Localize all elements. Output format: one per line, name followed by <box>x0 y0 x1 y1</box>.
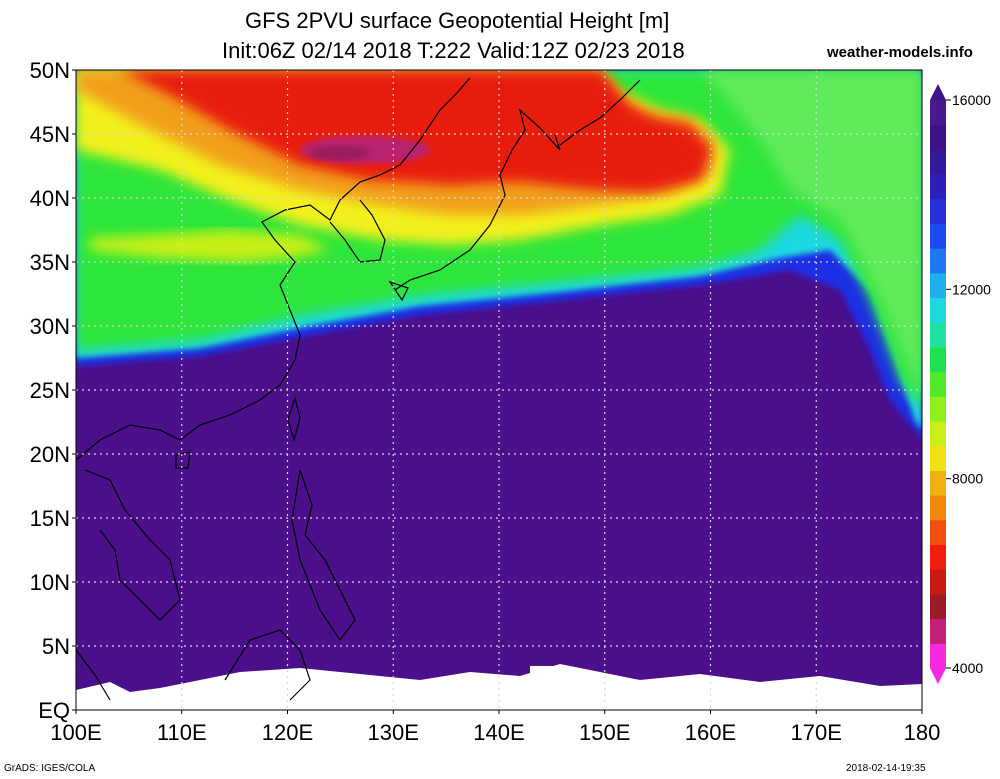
coast-kurils <box>559 79 641 146</box>
lat-label: 15N <box>30 506 70 531</box>
colorbar-swatch <box>930 124 946 150</box>
colorbar-swatch <box>930 198 946 224</box>
colorbar-swatch <box>930 421 946 447</box>
coast-kyushu <box>388 280 409 302</box>
lat-label: EQ <box>38 698 70 723</box>
lon-label: 130E <box>368 720 419 745</box>
colorbar-label: 16000 <box>952 92 991 108</box>
colorbar-swatch <box>930 445 946 471</box>
colorbar-label: 8000 <box>952 471 983 487</box>
lat-label: 40N <box>30 186 70 211</box>
coast-borneo <box>224 629 311 701</box>
colorbar-swatch <box>930 396 946 422</box>
colorbar-labels: 16000 12000 8000 4000 <box>946 92 991 676</box>
lat-label: 25N <box>30 378 70 403</box>
colorbar-swatch <box>930 519 946 546</box>
colorbar-swatch <box>930 297 946 323</box>
lat-label: 35N <box>30 250 70 275</box>
graticule <box>76 70 922 710</box>
lat-label: 5N <box>42 634 70 659</box>
field-yellow-south <box>90 230 330 262</box>
colorbar-swatch <box>930 495 946 521</box>
coast-japan <box>394 108 561 291</box>
field-green-east <box>700 70 922 400</box>
longitude-labels: 100E 110E 120E 130E 140E 150E 160E 170E 180 <box>50 710 940 745</box>
lon-label: 140E <box>473 720 524 745</box>
coast-taiwan <box>287 395 301 443</box>
lat-label: 20N <box>30 442 70 467</box>
lon-label: 160E <box>685 720 736 745</box>
colorbar-swatch <box>930 272 946 299</box>
colorbar-label: 4000 <box>952 660 983 676</box>
site-credit: weather-models.info <box>827 44 973 61</box>
coast-asia-mainland <box>76 77 471 461</box>
colorbar-label: 12000 <box>952 281 991 297</box>
title-text-2: Init:06Z 02/14 2018 T:222 Valid:12Z 02/2… <box>222 38 685 63</box>
field-minimum-core <box>310 146 370 160</box>
colorbar <box>930 84 946 684</box>
chart-title-line2: Init:06Z 02/14 2018 T:222 Valid:12Z 02/2… <box>0 38 1000 64</box>
colorbar-swatch <box>930 371 946 397</box>
colorbar-swatch <box>930 618 946 644</box>
colorbar-swatch <box>930 322 946 348</box>
colorbar-swatch <box>930 643 946 669</box>
lon-label: 170E <box>791 720 842 745</box>
colorbar-min-arrow <box>930 668 946 684</box>
coast-indochina <box>84 469 181 621</box>
colorbar-swatch <box>930 346 946 373</box>
colorbar-max-arrow <box>930 84 946 100</box>
coast-philippines <box>291 469 356 642</box>
lon-label: 110E <box>157 720 207 745</box>
lat-label: 30N <box>30 314 70 339</box>
colorbar-swatch <box>930 149 946 175</box>
colorbar-swatch <box>930 248 946 274</box>
missing-data-patches <box>76 664 922 710</box>
colorbar-swatch <box>930 100 946 126</box>
colorbar-swatch <box>930 174 946 200</box>
colorbar-swatch <box>930 544 946 570</box>
coast-sumatra <box>76 649 111 701</box>
coastlines <box>76 77 641 701</box>
lon-label: 150E <box>579 720 630 745</box>
lon-label: 180 <box>904 720 941 745</box>
lat-label: 50N <box>30 58 70 83</box>
footer-credit: GrADS: IGES/COLA <box>4 763 96 774</box>
colorbar-swatch <box>930 223 946 249</box>
colorbar-swatch <box>930 569 946 595</box>
chart-title-line1: GFS 2PVU surface Geopotential Height [m] <box>0 8 1000 34</box>
title-text-1: GFS 2PVU surface Geopotential Height [m] <box>245 8 670 33</box>
colorbar-swatch <box>930 470 946 496</box>
lon-label: 100E <box>50 720 101 745</box>
field-red <box>120 70 712 192</box>
lat-label: 45N <box>30 122 70 147</box>
colorbar-swatch <box>930 593 946 620</box>
coast-hainan <box>175 451 191 469</box>
lon-label: 120E <box>262 720 313 745</box>
footer-timestamp: 2018-02-14-19:35 <box>846 763 926 774</box>
latitude-labels: EQ 5N 10N 15N 20N 25N 30N 35N 40N 45N 50N <box>30 58 76 723</box>
coast-korea <box>329 199 386 263</box>
lat-label: 10N <box>30 570 70 595</box>
